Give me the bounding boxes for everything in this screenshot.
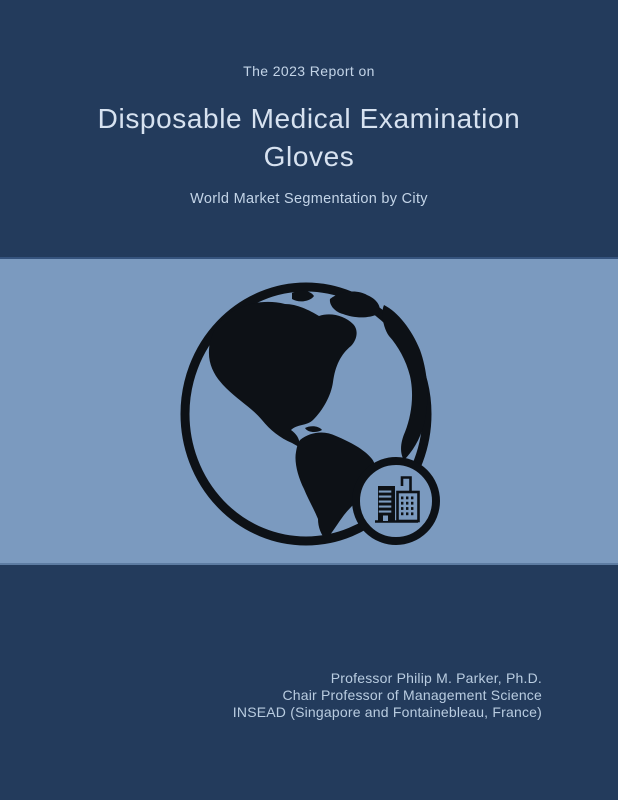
report-title-line-1: Disposable Medical Examination [97,103,521,134]
report-subtitle: World Market Segmentation by City [190,191,428,207]
author-name: Professor Philip M. Parker, Ph.D. [330,670,542,686]
cover-header: The 2023 Report on Disposable Medical Ex… [0,0,618,209]
author-affiliation: INSEAD (Singapore and Fontainebleau, Fra… [232,704,542,720]
author-block: Professor Philip M. Parker, Ph.D. Chair … [233,670,542,721]
report-eyebrow: The 2023 Report on [243,63,375,79]
report-title: Disposable Medical Examination Gloves [0,100,618,176]
city-buildings-badge-icon [352,457,440,545]
author-title: Chair Professor of Management Science [282,687,542,703]
artwork-band [0,257,618,565]
report-title-line-2: Gloves [263,141,355,172]
globe-americas-icon [180,282,440,546]
